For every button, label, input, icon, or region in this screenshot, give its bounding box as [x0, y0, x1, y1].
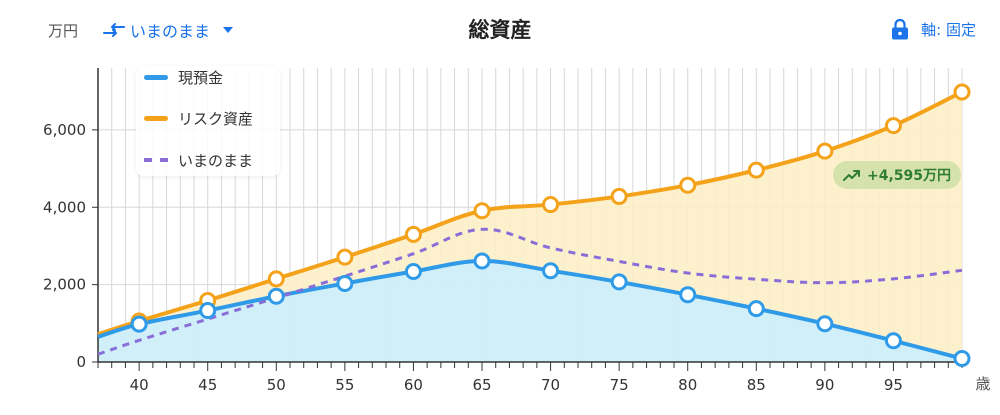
- cash-swatch: [144, 74, 168, 80]
- risk-point[interactable]: [884, 117, 902, 135]
- cash-point[interactable]: [130, 315, 148, 333]
- unit-label: 万円: [48, 22, 79, 40]
- y-tick-label: 2,000: [43, 276, 86, 294]
- risk-point[interactable]: [267, 270, 285, 288]
- legend-label-cash: 現預金: [178, 68, 224, 87]
- axis-lock-toggle[interactable]: 軸: 固定: [891, 18, 976, 40]
- x-tick-label: 95: [884, 376, 903, 394]
- trending-up-icon: [843, 170, 860, 181]
- risk-point[interactable]: [679, 176, 697, 194]
- x-tick-label: 80: [678, 376, 697, 394]
- cash-point[interactable]: [404, 262, 422, 280]
- risk-point[interactable]: [816, 142, 834, 160]
- cash-point[interactable]: [747, 300, 765, 318]
- cash-point[interactable]: [267, 287, 285, 305]
- scenario-label: いまのまま: [130, 22, 211, 41]
- cash-point[interactable]: [199, 302, 217, 320]
- cash-point[interactable]: [816, 315, 834, 333]
- x-tick-label: 85: [747, 376, 766, 394]
- cash-point[interactable]: [953, 350, 971, 368]
- legend-item-risk[interactable]: リスク資産: [144, 107, 253, 129]
- x-tick-label: 50: [267, 376, 286, 394]
- cash-point[interactable]: [336, 274, 354, 292]
- x-tick-label: 75: [610, 376, 629, 394]
- baseline-swatch: [144, 158, 168, 162]
- risk-point[interactable]: [404, 225, 422, 243]
- chart-title: 総資産: [468, 18, 532, 42]
- chart-header: 万円 いまのまま 総資産 軸: 固定: [0, 0, 1000, 60]
- y-tick-label: 0: [76, 353, 86, 371]
- y-tick-label: 4,000: [43, 198, 86, 216]
- legend-label-baseline: いまのまま: [178, 151, 254, 170]
- risk-point[interactable]: [542, 196, 560, 214]
- risk-point[interactable]: [747, 161, 765, 179]
- cash-point[interactable]: [542, 262, 560, 280]
- legend-item-baseline[interactable]: いまのまま: [144, 149, 253, 171]
- risk-point[interactable]: [336, 248, 354, 266]
- x-tick-label: 55: [335, 376, 354, 394]
- risk-point[interactable]: [610, 187, 628, 205]
- gain-badge-text: +4,595万円: [867, 168, 952, 184]
- risk-point[interactable]: [953, 83, 971, 101]
- chart-legend: 現預金 リスク資産 いまのまま: [136, 66, 280, 176]
- gain-badge: +4,595万円: [833, 161, 962, 189]
- x-tick-label: 40: [130, 376, 149, 394]
- x-axis-label: 歳: [975, 375, 990, 393]
- legend-label-risk: リスク資産: [178, 109, 254, 128]
- x-tick-label: 70: [541, 376, 560, 394]
- lock-icon: [892, 18, 909, 40]
- cash-point[interactable]: [884, 332, 902, 350]
- risk-swatch: [144, 115, 168, 121]
- swap-arrows-icon: [103, 23, 125, 37]
- x-tick-label: 90: [815, 376, 834, 394]
- baseline-line: [97, 227, 963, 356]
- risk-point[interactable]: [473, 202, 491, 220]
- x-tick-label: 45: [198, 376, 217, 394]
- x-tick-label: 65: [472, 376, 491, 394]
- scenario-selector[interactable]: いまのまま: [102, 18, 234, 42]
- cash-point[interactable]: [610, 273, 628, 291]
- x-tick-label: 60: [404, 376, 423, 394]
- chevron-down-icon: [223, 27, 234, 33]
- cash-point[interactable]: [473, 252, 491, 270]
- cash-area: [98, 261, 962, 362]
- legend-item-cash[interactable]: 現預金: [144, 66, 223, 88]
- cash-point[interactable]: [679, 286, 697, 304]
- axis-lock-label: 軸: 固定: [921, 20, 976, 39]
- y-tick-label: 6,000: [43, 121, 86, 139]
